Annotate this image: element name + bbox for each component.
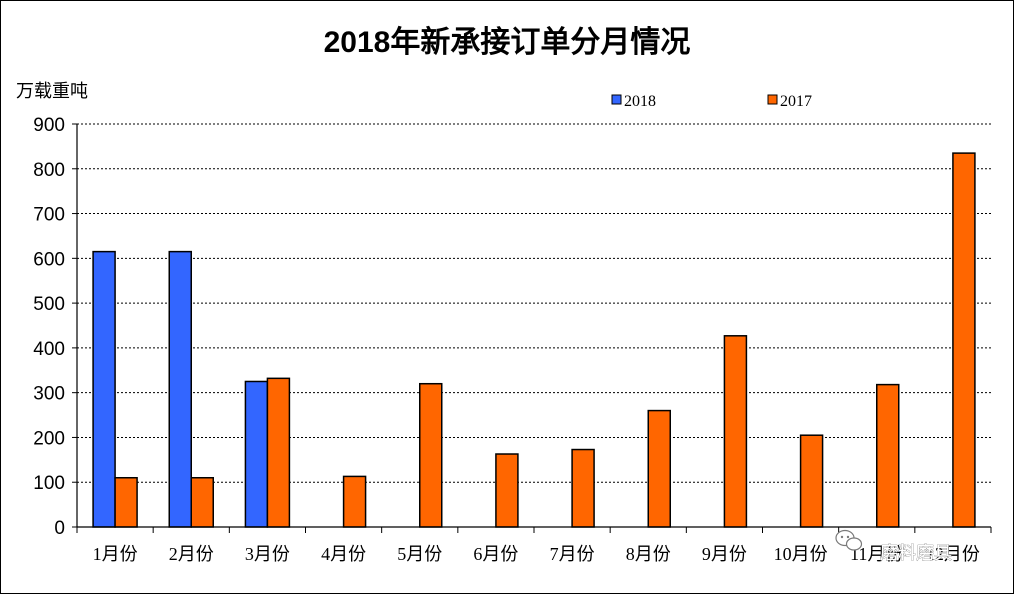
x-tick-label: 5月份 xyxy=(397,544,442,564)
legend: 2018 2017 xyxy=(611,93,812,110)
y-tick-label: 300 xyxy=(33,384,65,405)
y-tick-label: 500 xyxy=(33,294,65,315)
x-axis-ticks: 1月份 2月份 3月份 4月份 5月份 6月份 7月份 8月份 9月份 10月份 11月份 12月份 xyxy=(76,527,992,564)
bar-2017-6 xyxy=(495,453,519,528)
x-tick-label: 10月份 xyxy=(774,544,828,564)
bar-2018-1 xyxy=(92,250,116,528)
x-tick-label: 1月份 xyxy=(93,544,138,564)
legend-swatch-2018 xyxy=(611,94,622,105)
x-tick-label: 9月份 xyxy=(702,544,747,564)
bar-2017-11 xyxy=(876,383,900,528)
y-tick-label: 200 xyxy=(33,428,65,449)
x-tick-label: 11月份 xyxy=(850,544,903,564)
x-tick-label: 12月份 xyxy=(926,544,980,564)
watermark-text: 磨料磨具 xyxy=(880,543,952,564)
bar-2017-7 xyxy=(571,448,595,528)
bar-2017-10 xyxy=(799,434,824,528)
x-tick-label: 4月份 xyxy=(321,544,366,564)
legend-label-2017: 2017 xyxy=(780,93,812,110)
x-tick-label: 2月份 xyxy=(169,544,214,564)
bar-2018-2 xyxy=(168,250,192,528)
bar-2017-4 xyxy=(342,475,367,528)
watermark: 磨料磨具 xyxy=(835,529,952,564)
y-tick-label: 600 xyxy=(33,249,65,270)
legend-label-2018: 2018 xyxy=(624,93,656,110)
y-axis-ticks: 0 100 200 300 400 500 600 700 800 900 xyxy=(33,115,77,539)
bar-2018-3 xyxy=(244,380,269,528)
bar-2017-2 xyxy=(190,476,214,528)
x-tick-label: 6月份 xyxy=(473,544,518,564)
y-tick-label: 900 xyxy=(33,115,65,136)
y-tick-label: 800 xyxy=(33,160,65,181)
bars xyxy=(92,152,976,528)
bar-2017-9 xyxy=(723,335,748,528)
y-tick-label: 0 xyxy=(54,518,65,539)
axes xyxy=(76,124,991,528)
wechat-icon xyxy=(835,529,863,551)
bar-2017-5 xyxy=(419,382,443,528)
y-axis-label: 万载重吨 xyxy=(16,81,88,101)
y-tick-label: 400 xyxy=(33,339,65,360)
bar-2017-1 xyxy=(114,476,138,528)
gridlines xyxy=(77,123,991,483)
x-tick-label: 3月份 xyxy=(245,544,290,564)
x-tick-label: 8月份 xyxy=(626,544,671,564)
legend-swatch-2017 xyxy=(767,94,778,105)
y-tick-label: 100 xyxy=(33,473,65,494)
x-tick-label: 7月份 xyxy=(550,544,595,564)
bar-2017-8 xyxy=(647,409,671,528)
bar-2017-3 xyxy=(266,377,291,528)
y-tick-label: 700 xyxy=(33,205,65,226)
bar-2017-12 xyxy=(952,152,976,528)
chart-title: 2018年新承接订单分月情况 xyxy=(324,26,691,59)
